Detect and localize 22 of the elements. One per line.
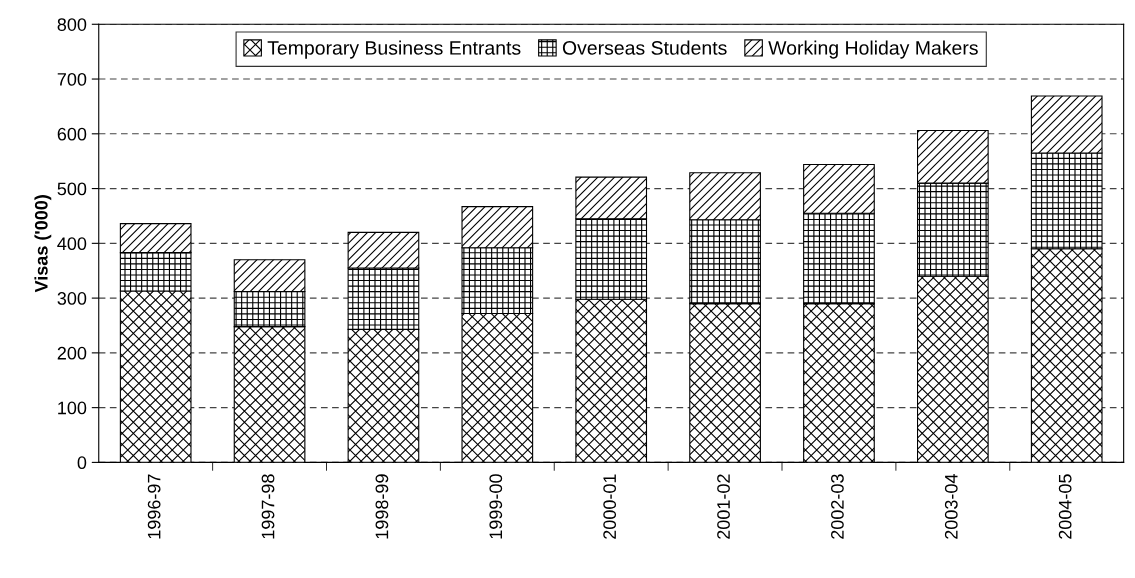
legend-label: Overseas Students: [562, 40, 727, 55]
x-tick-label: 1997-98: [261, 474, 275, 539]
x-tick-label: 1996-97: [147, 474, 161, 539]
y-tick-label: 100: [58, 401, 87, 415]
x-tick-label: 1998-99: [375, 474, 389, 539]
y-tick-label: 0: [77, 456, 87, 470]
x-tick-label: 2002-03: [831, 474, 844, 539]
legend-label: Working Holiday Makers: [768, 40, 978, 59]
legend-label: Temporary Business Entrants: [267, 40, 521, 59]
y-tick-label: 300: [57, 292, 87, 305]
x-tick-label: 1999-00: [489, 474, 503, 539]
y-tick-label: 200: [57, 346, 87, 360]
x-tick-label: 2000-01: [603, 474, 617, 539]
y-tick-label: 600: [57, 127, 87, 141]
x-tick-label: 2003-04: [944, 474, 958, 539]
y-tick-label: 800: [57, 18, 87, 31]
y-tick-label: 700: [57, 72, 87, 86]
y-tick-label: 500: [57, 182, 87, 196]
x-tick-label: 2004-05: [1058, 474, 1072, 539]
y-tick-label: 400: [57, 237, 87, 251]
y-axis-title: Visas ('000): [34, 195, 52, 293]
x-tick-label: 2001-02: [717, 474, 730, 539]
